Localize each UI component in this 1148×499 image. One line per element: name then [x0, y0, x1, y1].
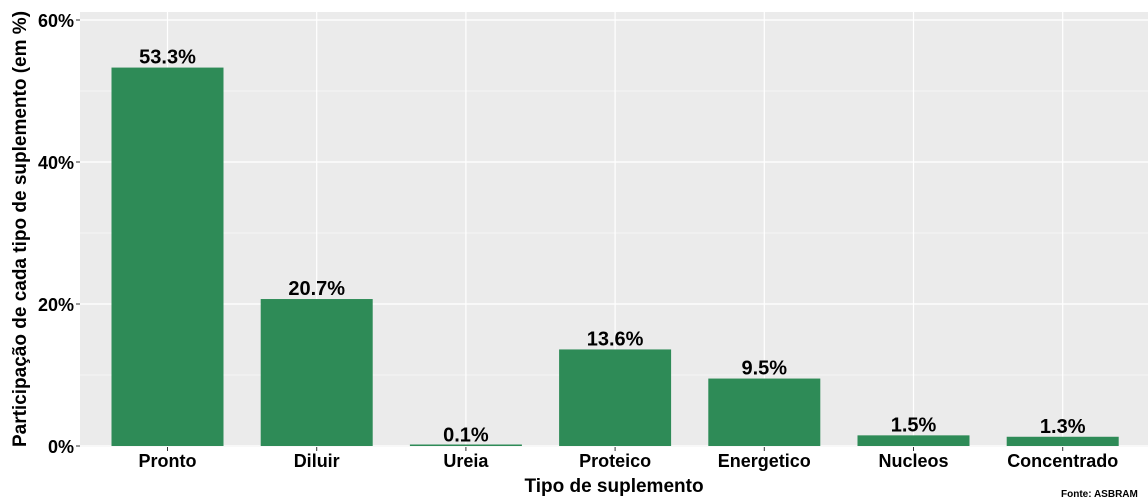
bar-nucleos [857, 435, 970, 446]
data-label: 0.1% [443, 424, 489, 446]
x-tick-label: Nucleos [878, 451, 948, 471]
x-axis-title: Tipo de suplemento [524, 476, 703, 497]
x-tick-label: Pronto [139, 451, 197, 471]
y-axis: 0% 20% 40% 60% [38, 11, 80, 457]
bar-pronto [111, 67, 224, 446]
data-label: 13.6% [587, 328, 644, 350]
x-axis: Pronto Diluir Ureia Proteico Energetico Nucle… [139, 447, 1118, 471]
y-tick-label: 20% [38, 295, 74, 315]
bar-diluir [260, 299, 373, 446]
caption: Fonte: ASBRAM [1061, 489, 1138, 499]
bar-concentrado [1006, 436, 1119, 446]
data-labels: 53.3% 20.7% 0.1% 13.6% 9.5% 1.5% 1.3% [139, 47, 1086, 447]
bar-proteico [559, 349, 672, 446]
bars [111, 67, 1119, 446]
y-tick-label: 0% [48, 437, 74, 457]
x-tick-label: Diluir [294, 451, 340, 471]
data-label: 9.5% [742, 358, 788, 380]
x-tick-label: Energetico [718, 451, 811, 471]
x-tick-label: Proteico [579, 451, 651, 471]
data-label: 1.3% [1040, 416, 1086, 438]
y-tick-label: 60% [38, 11, 74, 31]
x-tick-label: Concentrado [1007, 451, 1118, 471]
data-label: 53.3% [139, 47, 196, 69]
y-axis-title: Participação de cada tipo de suplemento … [10, 11, 31, 447]
y-tick-label: 40% [38, 153, 74, 173]
bar-energetico [708, 378, 821, 446]
bar-ureia [409, 444, 522, 446]
data-label: 1.5% [891, 414, 937, 436]
data-label: 20.7% [288, 278, 345, 300]
x-tick-label: Ureia [443, 451, 489, 471]
